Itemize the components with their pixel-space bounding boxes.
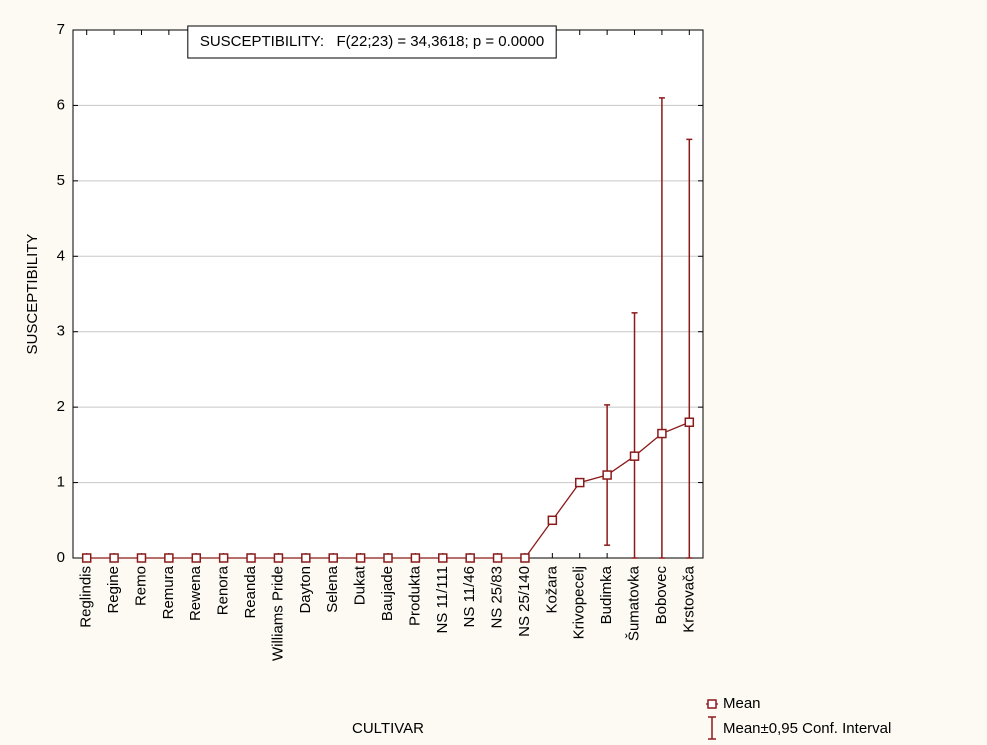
x-tick-label: NS 11/111 — [434, 566, 451, 634]
mean-marker — [301, 553, 311, 563]
mean-marker — [191, 553, 202, 563]
mean-marker — [164, 553, 174, 563]
y-tick-label: 2 — [57, 398, 65, 415]
mean-marker — [547, 515, 558, 526]
mean-marker — [355, 553, 366, 563]
x-tick-label: Bobovec — [653, 566, 670, 625]
mean-marker — [465, 553, 475, 563]
mean-marker — [328, 553, 338, 563]
mean-marker — [218, 553, 229, 563]
mean-marker — [136, 553, 147, 563]
annotation-box — [187, 25, 557, 59]
y-tick-label: 1 — [57, 474, 65, 491]
x-tick-label: Renora — [215, 565, 232, 615]
y-tick-label: 6 — [57, 96, 65, 113]
legend-mean-marker — [707, 699, 717, 709]
x-tick-label: Šumatovka — [625, 565, 642, 641]
x-tick-label: Budimka — [598, 565, 615, 624]
mean-marker — [81, 553, 92, 563]
x-tick-label: Williams Pride — [269, 566, 286, 661]
x-tick-label: NS 25/83 — [489, 566, 506, 629]
x-tick-label: Regine — [105, 566, 122, 614]
mean-marker — [629, 451, 640, 461]
y-tick-label: 7 — [57, 21, 65, 38]
mean-marker — [574, 477, 585, 488]
mean-marker — [492, 553, 503, 563]
mean-marker — [109, 553, 119, 563]
mean-marker — [602, 470, 612, 480]
x-tick-label: Reanda — [242, 565, 259, 618]
x-tick-label: Dukat — [352, 565, 369, 605]
x-axis-label: CULTIVAR — [352, 720, 424, 737]
legend-label: Mean±0,95 Conf. Interval — [723, 720, 891, 737]
x-tick-label: Produkta — [406, 565, 423, 626]
y-tick-label: 3 — [57, 323, 65, 340]
mean-marker — [520, 553, 530, 563]
x-tick-label: Remo — [132, 566, 149, 606]
x-tick-label: Baujade — [379, 566, 396, 621]
mean-marker — [246, 553, 256, 563]
mean-marker — [273, 553, 284, 563]
y-tick-label: 0 — [57, 549, 65, 566]
x-tick-label: Reglindis — [78, 566, 95, 628]
x-tick-label: NS 11/46 — [461, 566, 478, 627]
y-tick-label: 5 — [57, 172, 65, 189]
mean-marker — [684, 417, 695, 427]
x-tick-label: Krstovača — [680, 565, 697, 632]
mean-marker — [438, 553, 448, 563]
x-tick-label: Remura — [160, 565, 177, 619]
y-axis-label: SUSCEPTIBILITY — [24, 234, 41, 355]
annotation: SUSCEPTIBILITY: F(22;23) = 34,3618; p = … — [200, 33, 544, 50]
y-tick-label: 4 — [57, 247, 65, 264]
x-tick-label: Krivopecelj — [571, 566, 588, 639]
x-tick-label: NS 25/140 — [516, 566, 533, 637]
mean-marker — [657, 428, 667, 439]
x-tick-label: Kožara — [543, 565, 560, 613]
plot-area — [73, 30, 703, 558]
x-tick-label: Selena — [324, 565, 341, 612]
mean-marker — [410, 553, 421, 563]
x-tick-label: Rewena — [187, 565, 204, 621]
legend-label: Mean — [723, 695, 761, 712]
mean-marker — [383, 553, 393, 563]
x-tick-label: Dayton — [297, 566, 314, 614]
